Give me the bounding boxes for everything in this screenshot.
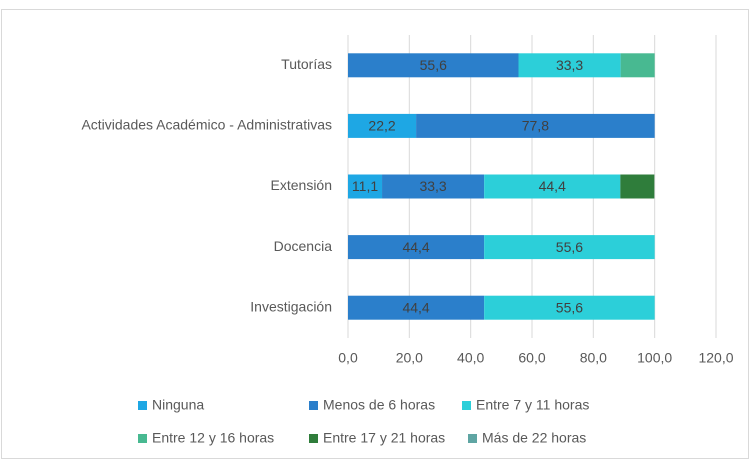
bar-segment [518,53,621,78]
legend-label: Más de 22 horas [482,430,586,446]
data-label: 55,6 [556,299,583,315]
chart-border [1,9,749,459]
data-label: 44,4 [402,299,429,315]
legend-swatch [462,401,471,410]
legend-swatch [468,434,477,443]
y-tick-label: Docencia [274,238,333,254]
bar-segment [348,113,417,138]
bar-segment [348,174,383,199]
x-tick-label: 60,0 [518,350,545,366]
legend-swatch [138,401,147,410]
y-tick-label: Investigación [250,298,332,314]
data-label: 44,4 [539,178,566,194]
legend-label: Ninguna [152,397,204,413]
data-label: 33,3 [419,178,446,194]
x-tick-label: 120,0 [698,350,733,366]
data-label: 55,6 [556,239,583,255]
bar-segment [382,174,485,199]
y-tick-label: Tutorías [281,56,332,72]
bar-segment [484,295,655,320]
x-tick-label: 20,0 [396,350,423,366]
bar-segment [620,53,655,78]
data-label: 22,2 [368,118,395,134]
data-label: 55,6 [420,57,447,73]
data-label: 11,1 [352,178,378,194]
y-tick-label: Actividades Académico - Administrativas [81,117,332,133]
bar-segment [484,235,655,260]
bar-segment [416,113,655,138]
bar-segment [348,53,519,78]
x-tick-label: 40,0 [457,350,484,366]
bar-segment [348,295,485,320]
bar-segment [620,174,655,199]
x-tick-label: 80,0 [580,350,607,366]
bar-segment [348,235,485,260]
legend-swatch [138,434,147,443]
legend-label: Entre 12 y 16 horas [152,430,274,446]
y-tick-label: Extensión [271,177,332,193]
legend-swatch [309,434,318,443]
legend-swatch [309,401,318,410]
data-label: 77,8 [522,118,549,134]
data-label: 33,3 [556,57,583,73]
legend-label: Entre 17 y 21 horas [323,430,445,446]
data-label: 44,4 [402,239,429,255]
legend-label: Menos de 6 horas [323,397,435,413]
bar-segment [484,174,621,199]
legend-label: Entre 7 y 11 horas [476,397,589,413]
x-tick-label: 100,0 [637,350,672,366]
x-tick-label: 0,0 [338,350,358,366]
